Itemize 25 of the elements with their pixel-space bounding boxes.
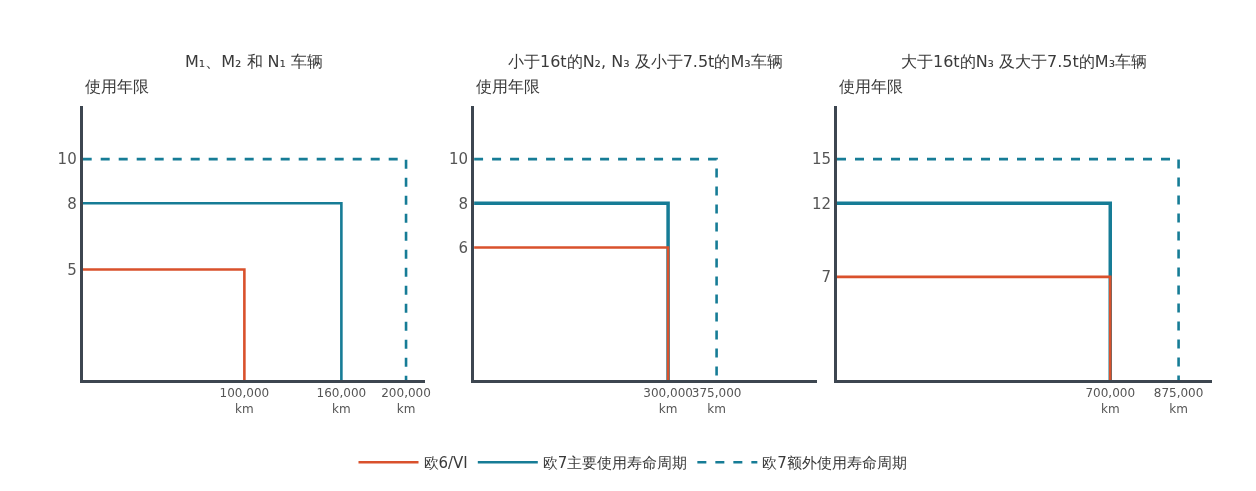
y-axis-title: 使用年限 (85, 77, 149, 96)
y-tick-label: 8 (458, 194, 469, 213)
y-axis-title: 使用年限 (839, 77, 903, 96)
x-tick-label: 100,000 km (219, 386, 270, 416)
legend-label: 欧7主要使用寿命周期 (542, 454, 688, 473)
y-tick-label: 10 (57, 150, 77, 169)
x-tick-label: 160,000 km (316, 386, 367, 416)
legend-label: 欧7额外使用寿命周期 (762, 454, 907, 473)
legend-label: 欧6/VI (423, 454, 468, 473)
x-tick-label: 875,000 km (1153, 386, 1204, 416)
y-tick-label: 8 (67, 194, 77, 213)
y-tick-label: 15 (811, 150, 831, 169)
x-tick-label: 300,000 km (643, 386, 693, 416)
x-tick-label: 700,000 km (1085, 386, 1136, 416)
x-tick-label: 375,000 km (691, 386, 742, 416)
chart-title: 小于16t的N₂, N₃ 及小于7.5t的M₃车辆 (508, 52, 783, 71)
chart-title: 大于16t的N₃ 及大于7.5t的M₃车辆 (901, 52, 1148, 71)
y-tick-label: 10 (448, 150, 469, 169)
chart-title: M₁、M₂ 和 N₁ 车辆 (185, 52, 324, 71)
y-tick-label: 5 (67, 260, 77, 279)
y-axis-title: 使用年限 (476, 77, 540, 96)
y-tick-label: 12 (811, 194, 831, 213)
y-tick-label: 6 (458, 238, 469, 257)
y-tick-label: 7 (821, 268, 831, 287)
x-tick-label: 200,000 km (381, 386, 431, 416)
